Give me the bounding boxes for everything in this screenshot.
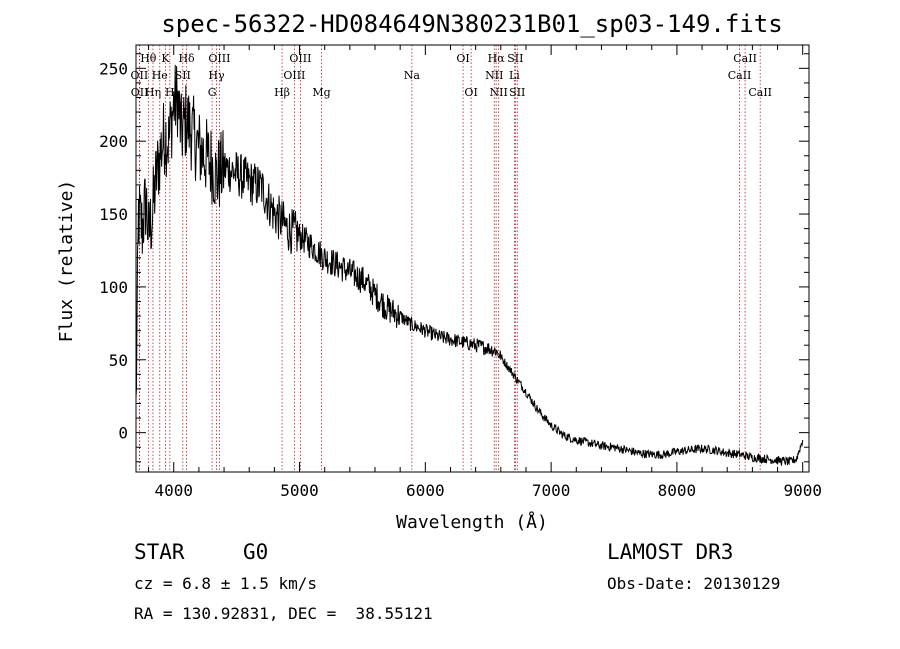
line-label: He: [152, 69, 168, 82]
x-tick-label: 9000: [783, 481, 822, 500]
line-label: OI: [464, 86, 477, 99]
line-markers: [138, 45, 761, 472]
line-label: Hα: [488, 52, 506, 65]
survey-name: LAMOST DR3: [607, 540, 734, 564]
line-label: NII: [490, 86, 508, 99]
line-label: SII: [175, 69, 191, 82]
redshift-cz: cz = 6.8 ± 1.5 km/s: [134, 574, 318, 593]
x-tick-label: 5000: [280, 481, 319, 500]
line-label: H: [165, 86, 175, 99]
line-label: OI: [456, 52, 469, 65]
line-label: Mg: [312, 86, 330, 99]
obs-date: Obs-Date: 20130129: [607, 574, 781, 593]
y-tick-label: 150: [99, 205, 128, 224]
y-tick-label: 250: [99, 59, 128, 78]
line-label: Li: [509, 69, 520, 82]
spectrum-line: [135, 64, 804, 467]
y-tick-label: 0: [118, 424, 128, 443]
line-label: K: [161, 52, 170, 65]
x-tick-label: 6000: [406, 481, 445, 500]
line-label: SII: [509, 86, 525, 99]
line-label: CaII: [728, 69, 752, 82]
line-label: Hη: [145, 86, 161, 99]
chart-title: spec-56322-HD084649N380231B01_sp03-149.f…: [161, 10, 782, 38]
line-label: G: [208, 86, 217, 99]
line-label: OIII: [283, 69, 305, 82]
line-label: CaII: [733, 52, 757, 65]
line-label: SII: [507, 52, 523, 65]
coordinates: RA = 130.92831, DEC = 38.55121: [134, 604, 433, 623]
line-label: OII: [131, 69, 149, 82]
line-label: OII: [131, 86, 149, 99]
line-label: Na: [404, 69, 421, 82]
line-label: CaII: [748, 86, 772, 99]
line-label: Hδ: [178, 52, 195, 65]
line-label: OIII: [289, 52, 311, 65]
x-tick-label: 4000: [154, 481, 193, 500]
y-tick-label: 50: [109, 351, 128, 370]
line-label: NII: [485, 69, 503, 82]
object-subclass: G0: [243, 540, 269, 564]
object-class: STAR: [134, 540, 185, 564]
x-axis-ticks: 4000 5000 6000 7000 8000 9000: [148, 45, 822, 500]
y-axis-ticks: 0 50 100 150 200 250: [99, 53, 809, 463]
line-label: Hγ: [208, 69, 225, 82]
line-label: Hβ: [274, 86, 290, 99]
x-tick-label: 7000: [532, 481, 571, 500]
y-axis-label: Flux (relative): [56, 180, 77, 343]
x-axis-label: Wavelength (Å): [396, 511, 548, 533]
line-label: Hθ: [140, 52, 157, 65]
line-label: OIII: [208, 52, 230, 65]
y-tick-label: 100: [99, 278, 128, 297]
x-tick-label: 8000: [658, 481, 697, 500]
y-tick-label: 200: [99, 132, 128, 151]
plot-frame: [135, 44, 810, 473]
